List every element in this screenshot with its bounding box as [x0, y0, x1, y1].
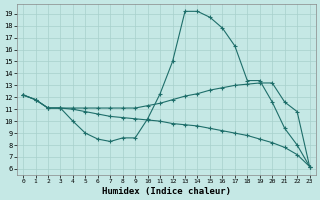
- X-axis label: Humidex (Indice chaleur): Humidex (Indice chaleur): [102, 187, 231, 196]
